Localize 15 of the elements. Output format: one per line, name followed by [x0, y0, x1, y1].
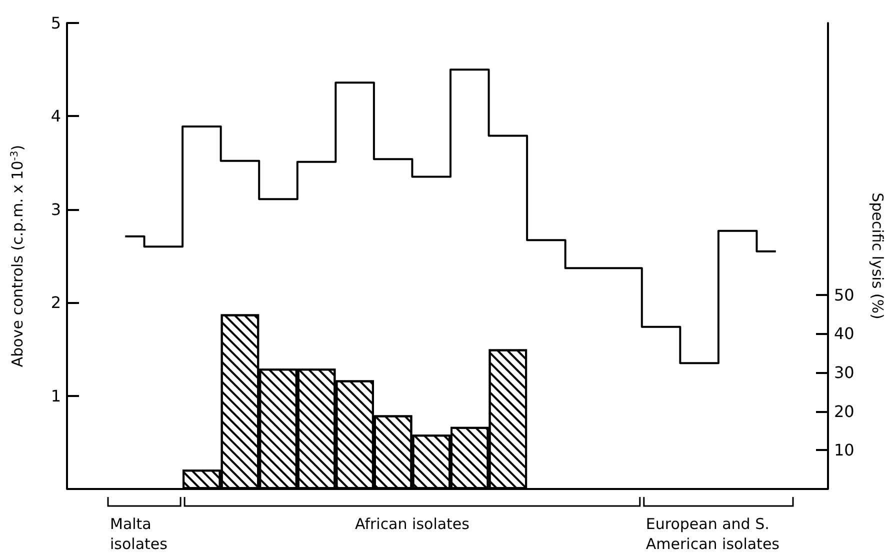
y2-tick-label: 10 — [834, 440, 854, 460]
y-axis-title: Above controls (c.p.m. x 10-3) — [8, 144, 26, 368]
text: Malta isolates — [110, 515, 168, 553]
y2-axis-title: Specific lysis (%) — [868, 192, 886, 320]
text: European and S. American isolates — [646, 515, 780, 553]
y-tick-label: 2 — [50, 293, 61, 312]
y2-tick-label: 20 — [834, 402, 854, 421]
y-tick-label: 4 — [50, 106, 61, 126]
text: African isolates — [354, 515, 470, 533]
y2-tick-label: 50 — [834, 285, 854, 304]
y-tick-label: 1 — [50, 386, 61, 406]
y-tick-label: 3 — [50, 200, 61, 219]
y2-tick-label: 30 — [834, 363, 854, 382]
y2-tick-label: 40 — [834, 324, 854, 344]
y-tick-label: 5 — [50, 14, 61, 32]
